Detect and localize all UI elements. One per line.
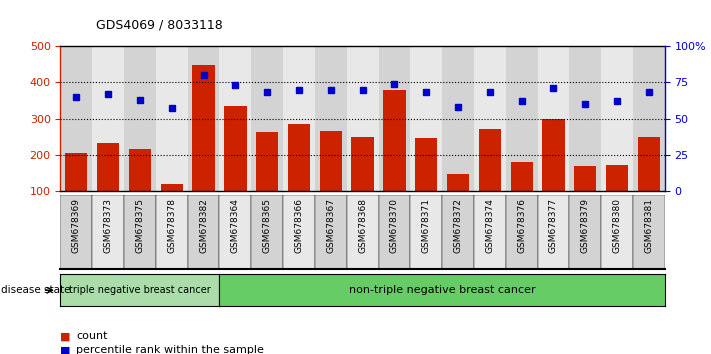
Bar xyxy=(538,195,570,269)
Bar xyxy=(538,46,570,191)
Bar xyxy=(92,46,124,191)
Text: GSM678369: GSM678369 xyxy=(72,198,81,253)
Bar xyxy=(220,195,251,269)
Bar xyxy=(256,132,278,227)
Text: count: count xyxy=(76,331,107,341)
Text: GSM678377: GSM678377 xyxy=(549,198,558,253)
Text: GSM678379: GSM678379 xyxy=(581,198,589,253)
Bar xyxy=(288,124,310,227)
Text: GSM678381: GSM678381 xyxy=(644,198,653,253)
Text: percentile rank within the sample: percentile rank within the sample xyxy=(76,346,264,354)
Bar xyxy=(510,162,533,227)
Bar xyxy=(124,46,156,191)
Bar xyxy=(124,195,156,269)
Text: GSM678370: GSM678370 xyxy=(390,198,399,253)
Bar xyxy=(506,46,538,191)
Bar xyxy=(129,149,151,227)
Bar xyxy=(315,46,347,191)
Bar xyxy=(606,165,629,227)
Bar xyxy=(570,195,602,269)
Bar xyxy=(442,195,474,269)
Bar xyxy=(188,195,220,269)
Bar xyxy=(410,195,442,269)
Text: GSM678375: GSM678375 xyxy=(136,198,144,253)
Text: GSM678378: GSM678378 xyxy=(167,198,176,253)
Bar xyxy=(347,195,378,269)
Bar xyxy=(351,137,374,227)
Bar xyxy=(65,153,87,227)
Text: GSM678365: GSM678365 xyxy=(262,198,272,253)
Bar xyxy=(220,46,251,191)
Text: triple negative breast cancer: triple negative breast cancer xyxy=(69,285,211,295)
Bar xyxy=(542,119,565,227)
Text: non-triple negative breast cancer: non-triple negative breast cancer xyxy=(349,285,535,295)
Bar xyxy=(479,129,501,227)
Text: disease state: disease state xyxy=(1,285,70,295)
Text: ■: ■ xyxy=(60,331,71,341)
Bar xyxy=(161,184,183,227)
Bar xyxy=(60,46,92,191)
Text: GSM678364: GSM678364 xyxy=(231,198,240,253)
Text: ■: ■ xyxy=(60,346,71,354)
Bar xyxy=(92,195,124,269)
Bar xyxy=(574,166,597,227)
Bar xyxy=(383,90,405,227)
Text: GSM678374: GSM678374 xyxy=(486,198,494,253)
Bar xyxy=(506,195,538,269)
Bar xyxy=(283,46,315,191)
Bar xyxy=(474,195,506,269)
Bar xyxy=(156,46,188,191)
Text: GSM678367: GSM678367 xyxy=(326,198,336,253)
Bar xyxy=(193,65,215,227)
Text: GSM678380: GSM678380 xyxy=(613,198,621,253)
Text: GSM678382: GSM678382 xyxy=(199,198,208,253)
Text: GSM678371: GSM678371 xyxy=(422,198,431,253)
Bar xyxy=(602,46,633,191)
Bar xyxy=(638,137,660,227)
Bar xyxy=(378,195,410,269)
Bar xyxy=(283,195,315,269)
Bar xyxy=(320,131,342,227)
Bar xyxy=(442,46,474,191)
Bar xyxy=(633,46,665,191)
Bar xyxy=(97,143,119,227)
Bar xyxy=(224,106,247,227)
Bar xyxy=(315,195,347,269)
Text: GSM678376: GSM678376 xyxy=(517,198,526,253)
Bar xyxy=(188,46,220,191)
Bar xyxy=(447,174,469,227)
Text: GSM678366: GSM678366 xyxy=(294,198,304,253)
Bar xyxy=(474,46,506,191)
Text: GDS4069 / 8033118: GDS4069 / 8033118 xyxy=(96,19,223,32)
Bar xyxy=(410,46,442,191)
Bar xyxy=(378,46,410,191)
Bar xyxy=(602,195,633,269)
Bar xyxy=(251,46,283,191)
Bar xyxy=(633,195,665,269)
Bar xyxy=(415,138,437,227)
Bar xyxy=(60,195,92,269)
Bar xyxy=(251,195,283,269)
Bar xyxy=(347,46,378,191)
Text: GSM678373: GSM678373 xyxy=(104,198,112,253)
Text: GSM678372: GSM678372 xyxy=(454,198,463,253)
Bar xyxy=(570,46,602,191)
Bar xyxy=(156,195,188,269)
Text: GSM678368: GSM678368 xyxy=(358,198,367,253)
